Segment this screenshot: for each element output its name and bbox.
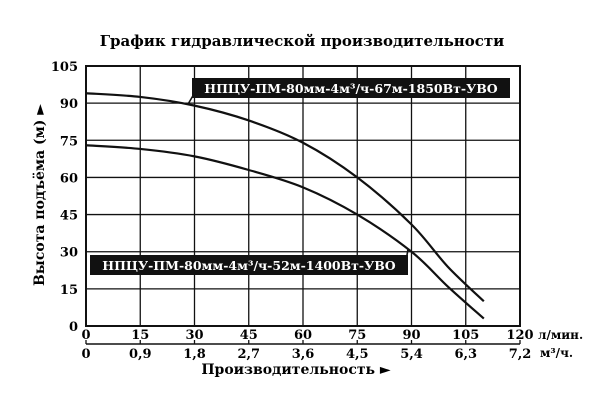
series-line-1: [85, 92, 485, 303]
x-tick-label: 45: [240, 328, 258, 343]
x-axis-label: Производительность ►: [201, 362, 391, 378]
y-axis-label: Высота подъёма (м) ►: [32, 104, 48, 286]
series-line-2: [85, 144, 485, 320]
x-tick-label: 120: [506, 328, 533, 343]
x-tick-label-secondary: 5,4: [400, 347, 423, 362]
grid: [85, 65, 521, 345]
x-tick-label: 90: [402, 328, 420, 343]
y-tick-label: 60: [60, 171, 78, 186]
x-tick-label-secondary: 0,9: [129, 347, 152, 362]
x-tick-label-secondary: 3,6: [292, 347, 315, 362]
legend-box-1: [192, 78, 510, 98]
y-tick-label: 90: [60, 97, 78, 112]
x-tick-label: 30: [185, 328, 203, 343]
x-tick-label-secondary: 2,7: [237, 347, 260, 362]
x-tick-label-secondary: 1,8: [183, 347, 206, 362]
x-tick-label-secondary: 4,5: [346, 347, 369, 362]
chart-title: График гидравлической производительности: [100, 32, 505, 50]
x-tick-label: 105: [452, 328, 479, 343]
x-tick-label-secondary: 0: [81, 347, 90, 362]
legend-label-2: НПЦУ-ПМ-80мм-4м³/ч-52м-1400Вт-УВО: [102, 258, 396, 273]
x-unit-primary: л/мин.: [538, 328, 583, 342]
x-tick-label: 60: [294, 328, 312, 343]
legend-labels: НПЦУ-ПМ-80мм-4м³/ч-67м-1850Вт-УВО НПЦУ-ПМ…: [90, 78, 510, 275]
x-tick-label: 75: [348, 328, 366, 343]
y-tick-label: 30: [60, 246, 78, 261]
x-tick-label-secondary: 7,2: [509, 347, 532, 362]
y-tick-label: 0: [69, 320, 78, 335]
legend-label-1: НПЦУ-ПМ-80мм-4м³/ч-67м-1850Вт-УВО: [204, 81, 498, 96]
y-tick-label: 75: [60, 134, 78, 149]
legend-box-2: [90, 255, 408, 275]
x-tick-label: 15: [131, 328, 149, 343]
series-lines: [85, 92, 485, 320]
tick-labels: 0 15 30 45 60 75 90 105 120 0 0,9 1,8 2,7 3,6 4,5 5,4 6,…: [51, 60, 534, 362]
y-tick-label: 45: [60, 209, 78, 224]
plot-frame: [85, 65, 521, 327]
y-tick-label: 105: [51, 60, 78, 75]
x-unit-secondary: м³/ч.: [540, 346, 573, 360]
x-tick-label: 0: [81, 328, 90, 343]
y-tick-label: 15: [60, 283, 78, 298]
x-tick-label-secondary: 6,3: [454, 347, 477, 362]
